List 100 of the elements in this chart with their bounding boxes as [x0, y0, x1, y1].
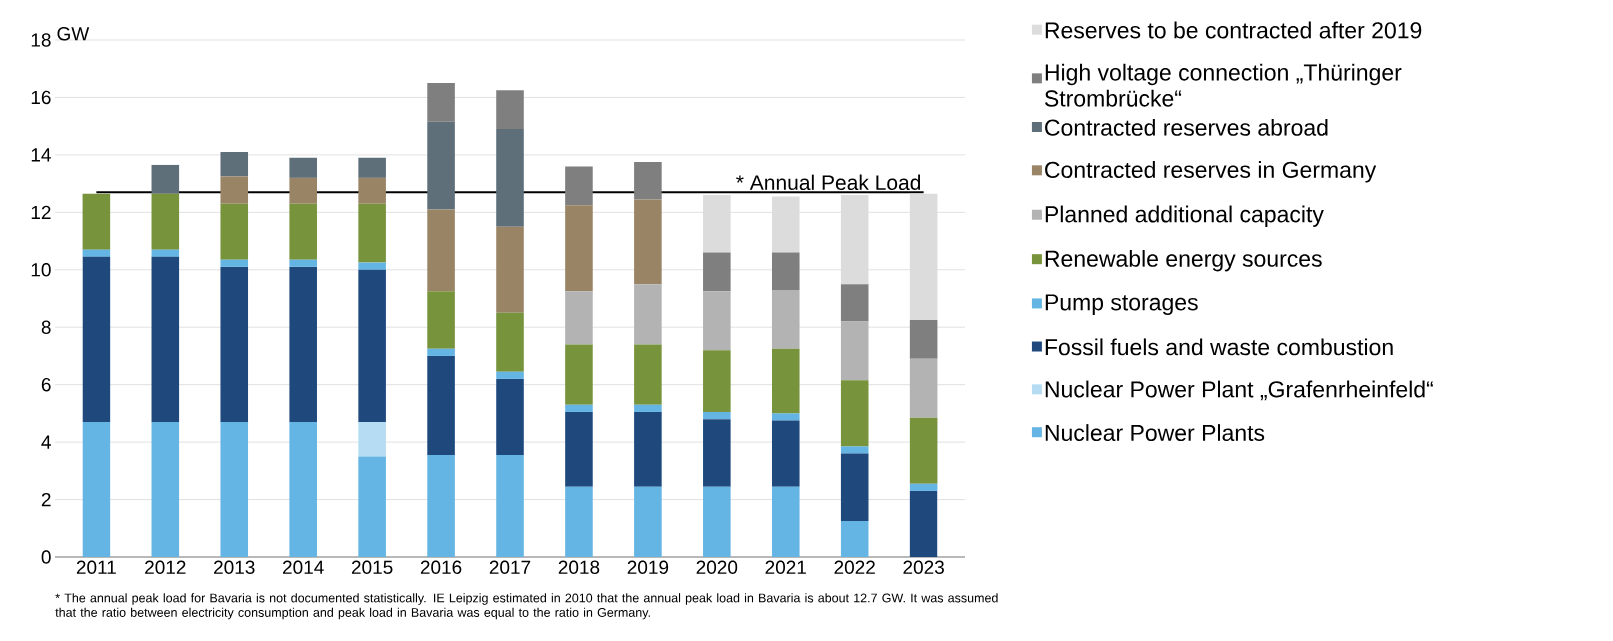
bar [840, 195, 869, 285]
x-tick-label: 2011 [76, 560, 116, 574]
bar [427, 455, 455, 557]
bar [565, 486, 593, 557]
x-tick-label: 2019 [627, 560, 669, 574]
bar [703, 419, 731, 487]
bar [496, 129, 524, 227]
bar [840, 453, 869, 522]
bar [220, 259, 249, 267]
y-tick-label: 16 [31, 90, 51, 105]
x-tick-label: 2021 [765, 560, 806, 574]
ref-line-label: * Annual Peak Load [736, 174, 921, 191]
bar [289, 266, 317, 423]
x-tick-label: 2020 [696, 560, 738, 574]
legend-label: Contracted reserves in Germany [1045, 161, 1377, 183]
legend-label: Fossil fuels and waste combustion [1045, 338, 1393, 356]
legend-label: Nuclear Power Plants [1045, 424, 1265, 441]
bar [703, 252, 731, 292]
bar [771, 348, 800, 414]
bar [771, 420, 800, 487]
bar [220, 266, 249, 423]
y-axis-title: GW [57, 27, 90, 41]
x-tick-label: 2017 [489, 560, 531, 574]
bar [289, 259, 317, 267]
bar [358, 422, 386, 457]
x-tick-label: 2022 [834, 560, 875, 574]
bar [496, 371, 524, 379]
bar [358, 262, 386, 270]
bar [771, 252, 800, 290]
text: * The annual peak load for Bavaria is not documented statistically. IE Leipzig estimated in 2010 that the annual peak load in Bavaria is about 12.7 GW. It was assumed that the ratio between electricity consumption and peak load in Bavaria was equal to the ratio in Germany. [55, 593, 998, 620]
bar [496, 378, 524, 456]
bar [634, 404, 662, 412]
bar [427, 83, 455, 122]
bar [703, 350, 731, 412]
y-tick-label: 2 [41, 492, 51, 507]
bar [771, 196, 800, 253]
bar [82, 422, 111, 557]
bar [427, 355, 455, 456]
y-tick-label: 10 [31, 263, 51, 277]
legend-label: High voltage connection „Thüringer Strombrücke“ [1044, 63, 1402, 107]
bar [427, 209, 455, 292]
bar [840, 446, 869, 454]
bar [427, 121, 455, 210]
bar [909, 417, 938, 484]
bar [82, 193, 111, 250]
bar [634, 344, 662, 405]
bar [289, 422, 317, 557]
bar [634, 199, 662, 285]
y-tick-label: 12 [31, 205, 51, 219]
bar [840, 284, 869, 322]
bar [496, 226, 524, 313]
bar [703, 411, 731, 420]
bar [771, 413, 800, 421]
bar [151, 256, 180, 423]
legend-label: Planned additional capacity [1045, 205, 1324, 227]
bar [634, 411, 662, 487]
bar [358, 157, 386, 178]
y-tick-label: 4 [41, 435, 51, 449]
bar [634, 486, 662, 557]
bar [909, 483, 938, 491]
bar [151, 164, 180, 194]
bar [220, 422, 249, 557]
bar [358, 203, 386, 263]
bar [909, 193, 938, 321]
bar [82, 249, 111, 257]
bar [358, 177, 386, 204]
bar [289, 157, 317, 178]
bar [771, 289, 800, 349]
x-tick-label: 2018 [558, 560, 600, 574]
legend-label: Contracted reserves abroad [1045, 118, 1328, 136]
bar [82, 256, 111, 423]
bar [909, 490, 938, 557]
bar [703, 195, 731, 253]
bar [703, 291, 731, 351]
bar [771, 486, 800, 557]
bar [909, 320, 938, 359]
legend-label: Pump storages [1045, 294, 1198, 315]
x-tick-label: 2016 [420, 560, 462, 574]
bar [634, 162, 662, 200]
x-tick-label: 2014 [283, 560, 324, 574]
bar [151, 193, 180, 250]
x-tick-label: 2015 [351, 560, 393, 574]
bar [427, 291, 455, 349]
y-tick-label: 18 [31, 33, 51, 47]
x-tick-label: 2013 [214, 560, 255, 574]
bar [220, 203, 249, 260]
bar [634, 284, 662, 345]
bar [496, 90, 524, 130]
bar [220, 152, 249, 177]
bar [220, 176, 249, 204]
bar [565, 166, 593, 206]
bar [565, 411, 593, 487]
legend-label: Renewable energy sources [1045, 249, 1322, 272]
y-tick-label: 0 [41, 550, 51, 564]
bar [151, 249, 180, 257]
bar [427, 348, 455, 356]
y-tick-label: 8 [41, 320, 51, 334]
bar [289, 177, 317, 204]
bar [565, 404, 593, 412]
bar [358, 269, 386, 423]
